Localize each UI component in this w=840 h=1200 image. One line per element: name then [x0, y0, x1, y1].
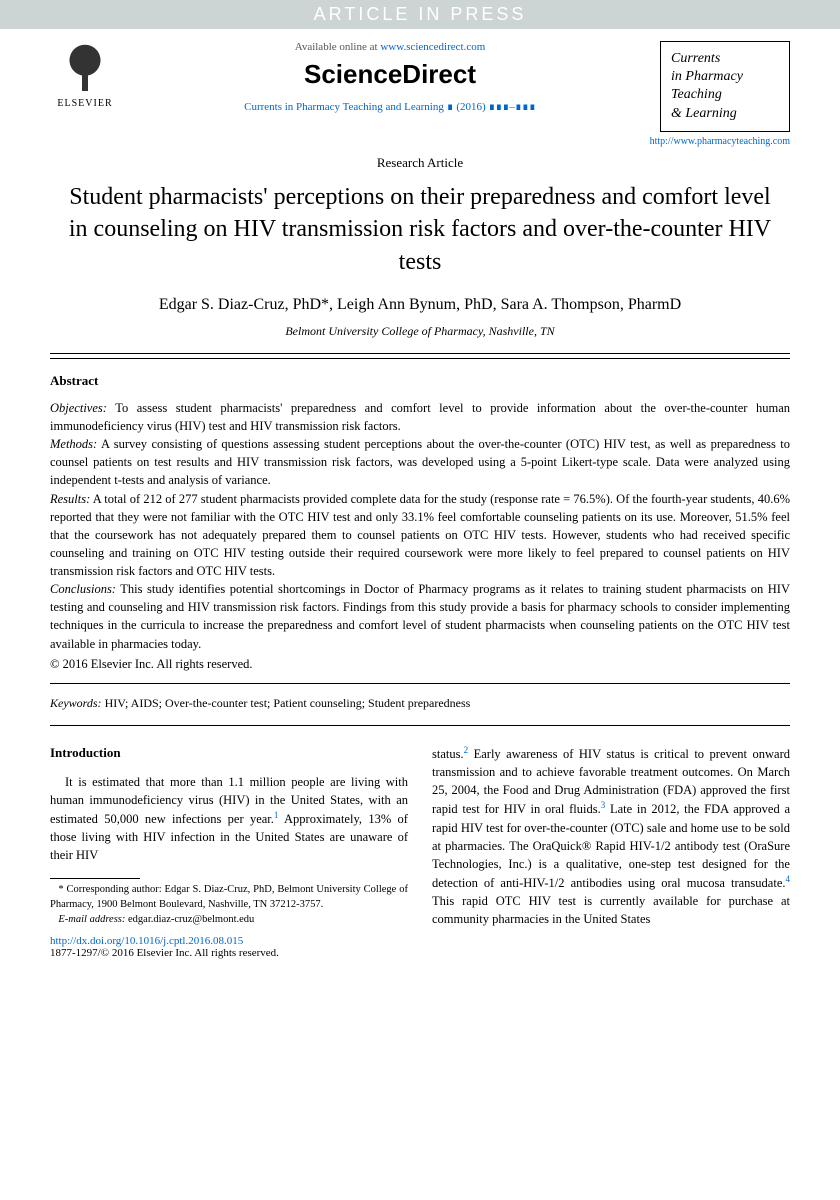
- article-title: Student pharmacists' perceptions on thei…: [0, 171, 840, 288]
- issn-line: 1877-1297/© 2016 Elsevier Inc. All right…: [0, 947, 840, 973]
- header: ELSEVIER Available online at www.science…: [0, 29, 840, 132]
- sciencedirect-url[interactable]: www.sciencedirect.com: [380, 41, 485, 53]
- journal-box-wrap: Currents in Pharmacy Teaching & Learning: [660, 41, 790, 132]
- available-online: Available online at www.sciencedirect.co…: [130, 41, 650, 53]
- sciencedirect-logo: ScienceDirect: [130, 59, 650, 90]
- copyright: © 2016 Elsevier Inc. All rights reserved…: [50, 655, 790, 673]
- journal-link-row: http://www.pharmacyteaching.com: [0, 136, 840, 147]
- email-address[interactable]: edgar.diaz-cruz@belmont.edu: [125, 914, 254, 925]
- results-label: Results:: [50, 492, 90, 506]
- journal-website-link[interactable]: http://www.pharmacyteaching.com: [650, 136, 790, 147]
- body-columns: Introduction It is estimated that more t…: [0, 726, 840, 929]
- footnote-divider: [50, 878, 140, 879]
- conclusions-text: This study identifies potential shortcom…: [50, 582, 790, 650]
- intro-para-1: It is estimated that more than 1.1 milli…: [50, 773, 408, 865]
- abstract-section: Abstract Objectives: To assess student p…: [0, 359, 840, 683]
- intro-para-2: status.2 Early awareness of HIV status i…: [432, 744, 790, 929]
- right-column: status.2 Early awareness of HIV status i…: [432, 744, 790, 929]
- objectives-label: Objectives:: [50, 401, 107, 415]
- ref-4[interactable]: 4: [786, 874, 791, 884]
- article-type: Research Article: [0, 155, 840, 171]
- results-text: A total of 212 of 277 student pharmacist…: [50, 492, 790, 579]
- journal-box-line: Teaching: [671, 86, 779, 104]
- elsevier-logo: ELSEVIER: [50, 41, 120, 109]
- intro-text: This rapid OTC HIV test is currently ava…: [432, 894, 790, 926]
- center-header: Available online at www.sciencedirect.co…: [120, 41, 660, 113]
- doi-line: http://dx.doi.org/10.1016/j.cptl.2016.08…: [0, 929, 840, 947]
- abstract-heading: Abstract: [50, 373, 790, 389]
- available-prefix: Available online at: [295, 41, 381, 53]
- email-line: E-mail address: edgar.diaz-cruz@belmont.…: [50, 913, 408, 928]
- methods-label: Methods:: [50, 437, 97, 451]
- keywords-text: HIV; AIDS; Over-the-counter test; Patien…: [102, 696, 471, 710]
- email-label: E-mail address:: [58, 914, 125, 925]
- keywords-label: Keywords:: [50, 696, 102, 710]
- journal-reference[interactable]: Currents in Pharmacy Teaching and Learni…: [130, 100, 650, 113]
- affiliation: Belmont University College of Pharmacy, …: [0, 324, 840, 339]
- objectives-text: To assess student pharmacists' preparedn…: [50, 401, 790, 433]
- journal-box-line: & Learning: [671, 105, 779, 123]
- introduction-heading: Introduction: [50, 744, 408, 763]
- keywords-section: Keywords: HIV; AIDS; Over-the-counter te…: [0, 684, 840, 725]
- methods-text: A survey consisting of questions assessi…: [50, 437, 790, 487]
- corresponding-author: * Corresponding author: Edgar S. Diaz-Cr…: [50, 883, 408, 912]
- elsevier-tree-icon: [60, 41, 110, 96]
- journal-box-line: Currents: [671, 50, 779, 68]
- left-column: Introduction It is estimated that more t…: [50, 744, 408, 929]
- footnotes: * Corresponding author: Edgar S. Diaz-Cr…: [50, 883, 408, 927]
- conclusions-label: Conclusions:: [50, 582, 116, 596]
- article-in-press-banner: ARTICLE IN PRESS: [0, 0, 840, 29]
- doi-link[interactable]: http://dx.doi.org/10.1016/j.cptl.2016.08…: [50, 935, 243, 947]
- authors: Edgar S. Diaz-Cruz, PhD*, Leigh Ann Bynu…: [0, 296, 840, 314]
- intro-text: status.: [432, 747, 464, 761]
- elsevier-label: ELSEVIER: [50, 98, 120, 109]
- abstract-body: Objectives: To assess student pharmacist…: [50, 399, 790, 673]
- journal-title-box: Currents in Pharmacy Teaching & Learning: [660, 41, 790, 132]
- journal-box-line: in Pharmacy: [671, 68, 779, 86]
